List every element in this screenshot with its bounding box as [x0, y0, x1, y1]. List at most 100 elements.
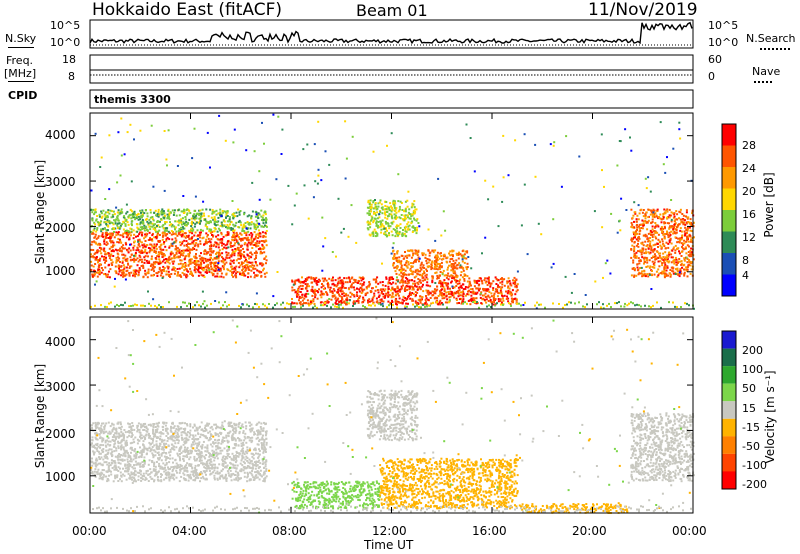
power-noise: [126, 210, 129, 213]
power-cell: [153, 266, 156, 269]
power-noise: [365, 307, 368, 310]
power-cell: [408, 293, 411, 295]
power-cell: [261, 231, 264, 234]
power-cell: [262, 218, 265, 221]
power-cell: [634, 232, 637, 235]
power-cell: [162, 265, 165, 268]
power-cell: [119, 261, 121, 263]
power-cell: [255, 224, 258, 227]
power-cell: [341, 279, 344, 282]
power-cell: [165, 273, 168, 276]
power-cell: [479, 287, 481, 290]
power-ground: [496, 302, 498, 305]
power-cell: [642, 244, 645, 247]
power-cell: [98, 268, 101, 271]
power-noise: [119, 174, 122, 177]
power-cell: [206, 271, 208, 274]
power-cell: [681, 247, 684, 250]
power-cell: [403, 210, 406, 213]
power-cell: [195, 217, 198, 220]
power-cell: [176, 234, 179, 237]
power-cell: [662, 243, 665, 246]
power-cell: [653, 213, 656, 215]
power-cell: [676, 241, 679, 244]
power-cell: [631, 244, 634, 247]
power-ground: [312, 306, 314, 309]
power-cell: [345, 277, 348, 280]
power-cell: [114, 248, 117, 251]
power-cell: [667, 252, 670, 255]
power-cell: [124, 223, 127, 226]
power-cell: [100, 230, 103, 233]
power-cell: [452, 293, 455, 296]
power-ground: [516, 302, 518, 305]
power-cell: [156, 230, 159, 233]
power-cell: [221, 256, 223, 259]
power-cell: [158, 234, 161, 236]
power-cell: [118, 267, 120, 270]
power-cell: [117, 233, 120, 236]
power-ground: [426, 305, 428, 308]
power-cell: [153, 226, 156, 229]
power-cell: [250, 235, 253, 238]
power-cell: [181, 226, 184, 229]
power-cell: [149, 222, 152, 225]
power-noise: [227, 246, 230, 249]
power-cell: [653, 253, 656, 256]
power-ground: [620, 305, 622, 308]
power-cell: [439, 268, 441, 271]
power-cell: [125, 229, 128, 232]
power-cell: [377, 221, 380, 223]
power-cell: [160, 218, 163, 220]
power-cell: [350, 284, 353, 287]
power-ground: [552, 302, 554, 305]
power-cell: [495, 278, 498, 280]
power-cell: [400, 202, 403, 204]
power-noise: [659, 121, 662, 124]
power-cell: [650, 211, 653, 214]
power-cell: [132, 213, 135, 216]
power-cell: [106, 216, 109, 219]
power-cell: [667, 274, 670, 277]
power-cell: [650, 245, 653, 248]
power-cell: [96, 215, 99, 217]
power-cell: [128, 274, 131, 277]
power-cell: [452, 272, 455, 275]
power-cell: [516, 289, 519, 292]
power-cell: [501, 278, 504, 281]
power-cell: [118, 227, 121, 230]
power-cell: [264, 235, 267, 238]
power-cell: [238, 266, 241, 269]
power-cell: [418, 260, 420, 263]
power-noise: [626, 304, 629, 307]
power-cell: [171, 238, 174, 241]
power-cell: [209, 245, 211, 248]
power-cell: [223, 210, 226, 213]
power-cell: [301, 296, 304, 299]
power-cell: [389, 225, 392, 228]
velocity-cell: [111, 467, 114, 469]
power-cell: [103, 238, 106, 241]
power-cell: [630, 248, 633, 250]
power-cell: [104, 233, 107, 235]
power-cell: [205, 268, 208, 271]
nsky-series: [89, 21, 693, 45]
power-cell: [463, 278, 466, 280]
power-cell: [123, 247, 126, 250]
power-cell: [338, 294, 341, 297]
power-cell: [310, 276, 313, 279]
power-cell: [251, 233, 254, 236]
power-cell: [415, 285, 418, 288]
power-cell: [352, 294, 355, 296]
power-cell: [188, 229, 191, 232]
power-cell: [488, 296, 491, 299]
power-ground: [584, 306, 586, 309]
power-cell: [368, 233, 371, 236]
power-cell: [112, 255, 115, 257]
power-cell: [325, 291, 328, 294]
power-cell: [193, 245, 196, 248]
power-cell: [672, 229, 675, 232]
power-cell: [413, 206, 416, 209]
power-cell: [362, 298, 365, 301]
power-cell: [376, 217, 379, 220]
